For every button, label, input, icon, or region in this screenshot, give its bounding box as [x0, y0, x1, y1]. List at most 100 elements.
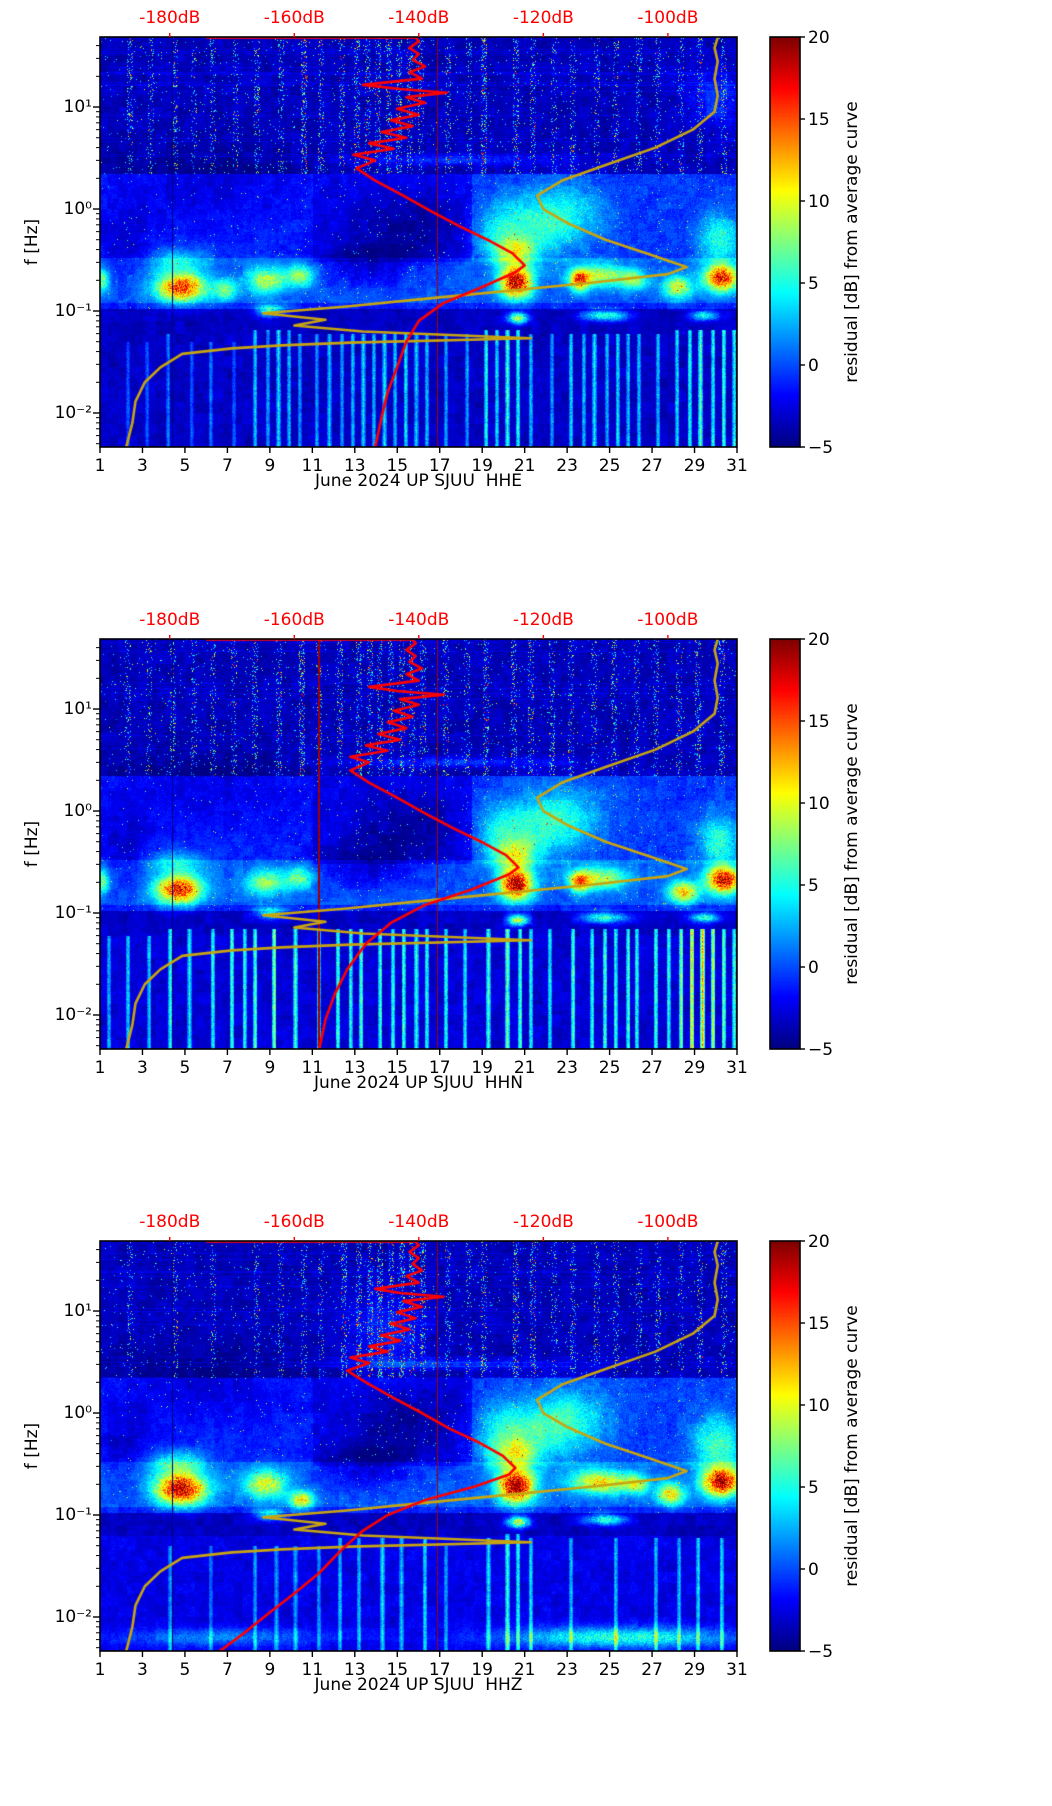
- colorbar-gradient: [770, 639, 800, 1049]
- colorbar-tick-label: 20: [808, 630, 830, 650]
- top-axis-tick-label: -180dB: [139, 8, 201, 28]
- y-tick-label: 10⁻¹: [54, 301, 92, 321]
- x-tick-label: 31: [726, 1660, 748, 1680]
- colorbar-label: residual [dB] from average curve: [842, 1305, 862, 1587]
- top-axis-tick-label: -120dB: [512, 610, 574, 630]
- colorbar-tick-label: 0: [808, 1560, 819, 1580]
- spectrogram-heatmap: [100, 1241, 737, 1651]
- x-tick-label: 21: [513, 456, 536, 476]
- x-tick-label: 9: [264, 456, 276, 476]
- top-axis-tick-label: -140dB: [388, 8, 450, 28]
- x-tick-label: 9: [264, 1660, 276, 1680]
- x-tick-label: 15: [386, 1058, 409, 1078]
- x-tick-label: 19: [471, 1660, 493, 1680]
- x-tick-label: 17: [428, 456, 451, 476]
- x-tick-label: 3: [137, 1058, 148, 1078]
- x-tick-label: 25: [598, 456, 621, 476]
- x-axis-title: June 2024 UP SJUU HHE: [315, 471, 522, 491]
- x-tick-label: 31: [726, 1058, 748, 1078]
- colorbar-tick-label: 15: [808, 110, 830, 130]
- x-tick-label: 23: [556, 456, 578, 476]
- x-tick-label: 25: [598, 1058, 621, 1078]
- colorbar-tick-label: 10: [808, 794, 830, 814]
- colorbar-tick-label: 5: [808, 274, 819, 294]
- x-tick-label: 17: [428, 1660, 451, 1680]
- colorbar-gradient: [770, 1241, 800, 1651]
- x-tick-label: 15: [386, 1660, 409, 1680]
- spectrogram-panel-hhn: f [Hz] June 2024 UP SJUU HHN residual [d…: [0, 602, 1052, 1204]
- x-axis-title: June 2024 UP SJUU HHZ: [314, 1675, 523, 1695]
- colorbar-tick-label: −5: [808, 1040, 834, 1060]
- x-tick-label: 25: [598, 1660, 621, 1680]
- y-tick-label: 10¹: [63, 1301, 92, 1322]
- x-tick-label: 23: [556, 1058, 578, 1078]
- x-tick-label: 11: [301, 1660, 324, 1680]
- y-tick-label: 10⁰: [63, 1403, 92, 1423]
- x-tick-label: 5: [179, 1660, 191, 1680]
- colorbar-tick-label: 15: [808, 1314, 830, 1334]
- x-tick-label: 13: [343, 456, 366, 476]
- y-tick-label: 10⁻¹: [54, 1505, 92, 1525]
- y-tick-label: 10⁰: [63, 199, 92, 219]
- x-tick-label: 19: [471, 456, 493, 476]
- colorbar-tick-label: −5: [808, 1642, 834, 1662]
- y-tick-label: 10¹: [63, 97, 92, 118]
- x-tick-label: 11: [301, 1058, 324, 1078]
- y-tick-label: 10⁻²: [54, 1004, 92, 1025]
- top-axis-tick-label: -160dB: [263, 8, 325, 28]
- colorbar-label: residual [dB] from average curve: [842, 703, 862, 985]
- x-tick-label: 29: [683, 456, 706, 476]
- colorbar-tick-label: 20: [808, 28, 830, 48]
- top-axis-tick-label: -160dB: [263, 1212, 325, 1232]
- x-tick-label: 27: [641, 1058, 663, 1078]
- top-axis-tick-label: -180dB: [139, 1212, 201, 1232]
- top-axis-tick-label: -100dB: [637, 1212, 699, 1232]
- x-tick-label: 1: [94, 1660, 106, 1680]
- top-axis-tick-label: -100dB: [637, 8, 699, 28]
- x-tick-label: 1: [94, 456, 106, 476]
- spectrogram-panel-hhz: f [Hz] June 2024 UP SJUU HHZ residual [d…: [0, 1204, 1052, 1806]
- y-tick-label: 10¹: [63, 699, 92, 720]
- x-tick-label: 21: [513, 1058, 536, 1078]
- colorbar-tick-label: 15: [808, 712, 830, 732]
- x-axis-title: June 2024 UP SJUU HHN: [314, 1073, 523, 1093]
- x-tick-label: 7: [221, 456, 233, 476]
- x-tick-label: 19: [471, 1058, 493, 1078]
- colorbar-tick-label: −5: [808, 438, 834, 458]
- x-tick-label: 29: [683, 1660, 706, 1680]
- spectrogram-heatmap: [100, 37, 737, 447]
- colorbar-gradient: [770, 37, 800, 447]
- x-tick-label: 11: [301, 456, 324, 476]
- x-tick-label: 15: [386, 456, 409, 476]
- colorbar-tick-label: 5: [808, 1478, 819, 1498]
- top-axis-tick-label: -120dB: [512, 8, 574, 28]
- colorbar-tick-label: 20: [808, 1232, 830, 1252]
- x-tick-label: 29: [683, 1058, 706, 1078]
- colorbar-label: residual [dB] from average curve: [842, 101, 862, 383]
- x-tick-label: 21: [513, 1660, 536, 1680]
- top-axis-tick-label: -140dB: [388, 1212, 450, 1232]
- colorbar-tick-label: 10: [808, 1396, 830, 1416]
- colorbar-tick-label: 10: [808, 192, 830, 212]
- x-tick-label: 17: [428, 1058, 451, 1078]
- spectrogram-panel-hhe: f [Hz] June 2024 UP SJUU HHE residual [d…: [0, 0, 1052, 602]
- x-tick-label: 9: [264, 1058, 276, 1078]
- x-tick-label: 7: [221, 1660, 233, 1680]
- x-tick-label: 3: [137, 1660, 148, 1680]
- top-axis-tick-label: -180dB: [139, 610, 201, 630]
- colorbar-tick-label: 0: [808, 958, 819, 978]
- x-tick-label: 27: [641, 456, 663, 476]
- x-tick-label: 5: [179, 1058, 191, 1078]
- top-axis-tick-label: -140dB: [388, 610, 450, 630]
- top-axis-tick-label: -160dB: [263, 610, 325, 630]
- colorbar-tick-label: 0: [808, 356, 819, 376]
- x-tick-label: 27: [641, 1660, 663, 1680]
- top-axis-tick-label: -100dB: [637, 610, 699, 630]
- x-tick-label: 7: [221, 1058, 233, 1078]
- spectrogram-heatmap: [100, 639, 737, 1049]
- y-tick-label: 10⁻²: [54, 402, 92, 423]
- top-axis-tick-label: -120dB: [512, 1212, 574, 1232]
- y-tick-label: 10⁻²: [54, 1606, 92, 1627]
- x-tick-label: 5: [179, 456, 191, 476]
